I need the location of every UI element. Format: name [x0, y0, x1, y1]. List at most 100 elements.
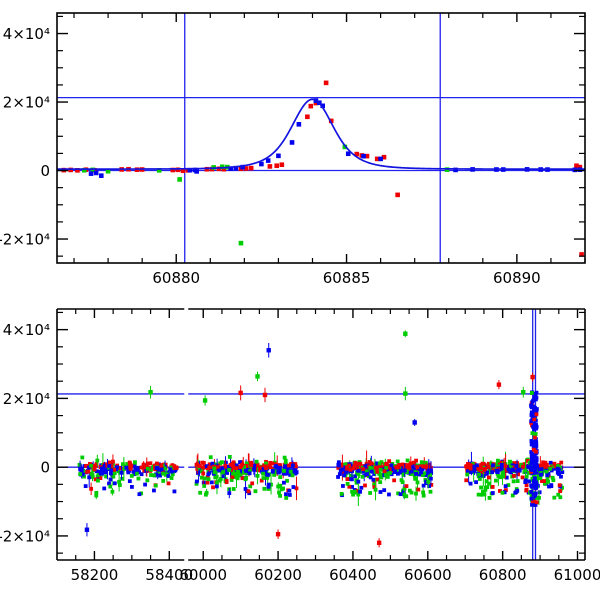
bottom-data-point-blue	[282, 480, 286, 485]
bottom-data-point-blue	[291, 485, 296, 489]
bottom-data-point-green	[395, 459, 400, 464]
bottom-data-point-blue	[425, 470, 430, 475]
bottom-data-point-blue	[368, 475, 373, 480]
top-data-point-red	[354, 151, 360, 157]
bottom-data-point-red	[294, 486, 299, 491]
bottom-data-point-blue	[194, 479, 199, 484]
bottom-data-point-green	[231, 471, 236, 476]
bottom-data-point-red	[224, 466, 229, 471]
bottom-data-point-green	[413, 476, 418, 481]
bottom-data-point-blue	[132, 464, 137, 469]
bottom-data-point-green	[241, 470, 246, 475]
bottom-data-point-green	[278, 493, 282, 498]
top-data-point-blue	[345, 151, 351, 157]
bottom-data-point-red	[540, 479, 544, 483]
top-data-point-red	[328, 118, 334, 124]
bottom-data-point-red	[86, 469, 91, 474]
bottom-data-point-blue	[94, 469, 99, 474]
bottom-data-point-green	[481, 465, 486, 470]
bottom-data-point-blue	[517, 468, 522, 473]
bottom-data-point-blue	[514, 464, 519, 468]
bottom-data-point-green	[110, 489, 115, 494]
bottom-event-point-blue	[534, 390, 539, 395]
bottom-data-point-green	[364, 469, 369, 474]
bottom-data-point-green	[511, 479, 516, 484]
bottom-data-point-blue	[539, 467, 544, 472]
bottom-data-point-green	[354, 478, 359, 483]
bottom-data-point-green	[82, 474, 86, 479]
bottom-event-point-green	[529, 494, 534, 498]
bottom-data-point-green	[399, 478, 404, 482]
bottom-data-point-red	[415, 465, 420, 469]
bottom-data-point-red	[468, 466, 473, 471]
bottom-data-point-green	[477, 472, 481, 477]
bottom-outlier-point-green	[255, 374, 260, 379]
bottom-data-point-green	[255, 473, 260, 478]
bottom-data-point-green	[145, 478, 150, 483]
bottom-data-point-red	[348, 467, 353, 472]
bottom-data-point-red	[107, 460, 112, 465]
bottom-data-point-blue	[468, 481, 473, 486]
bottom-data-point-blue	[224, 468, 228, 473]
bottom-data-point-blue	[227, 491, 232, 495]
bottom-event-point-blue	[534, 426, 538, 431]
bottom-data-point-green	[379, 472, 384, 477]
top-data-point-blue	[240, 164, 245, 170]
bottom-data-point-red	[231, 460, 236, 465]
top-data-point-red	[279, 162, 285, 168]
bottom-data-point-blue	[252, 464, 257, 468]
bottom-data-point-green	[283, 462, 288, 466]
bottom-event-point-blue	[530, 417, 535, 422]
bottom-data-point-green	[407, 488, 412, 493]
bottom-data-point-red	[264, 466, 268, 470]
bottom-event-point-red	[532, 417, 537, 422]
top-data-point-red	[180, 168, 186, 174]
bottom-data-point-blue	[515, 488, 520, 493]
bottom-data-point-green	[199, 469, 204, 474]
bottom-data-point-green	[546, 480, 550, 484]
bottom-data-point-green	[470, 462, 475, 466]
bottom-data-point-blue	[427, 484, 432, 488]
bottom-data-point-green	[476, 492, 481, 497]
bottom-data-point-red	[234, 466, 238, 471]
bottom-data-point-green	[542, 468, 546, 473]
bottom-data-point-green	[412, 469, 417, 474]
bottom-data-point-red	[476, 466, 481, 471]
bottom-data-point-red	[239, 464, 244, 469]
bottom-data-point-green	[170, 472, 175, 477]
top-data-point-blue	[187, 167, 193, 173]
bottom-data-point-green	[496, 458, 500, 463]
bottom-data-point-red	[416, 487, 421, 492]
bottom-data-point-red	[345, 465, 349, 470]
bottom-data-point-green	[552, 495, 557, 500]
bottom-data-point-red	[336, 466, 341, 470]
bottom-data-point-green	[212, 466, 217, 471]
bottom-data-point-blue	[115, 465, 119, 470]
bottom-data-point-green	[248, 484, 253, 489]
bottom-panel-yticklabels: -2×10⁴ 0 2×10⁴ 4×10⁴	[0, 321, 50, 545]
bottom-data-point-blue	[504, 475, 509, 480]
bottom-data-point-blue	[423, 473, 428, 478]
bottom-data-point-green	[121, 462, 125, 467]
bottom-data-point-red	[240, 476, 245, 481]
top-data-point-blue	[88, 171, 94, 176]
bottom-data-point-blue	[510, 467, 515, 472]
bottom-data-point-green	[428, 473, 433, 478]
bottom-event-point-red	[530, 499, 535, 504]
bottom-panel-data	[77, 330, 565, 548]
bottom-data-point-blue	[261, 466, 266, 471]
bottom-data-point-green	[483, 487, 488, 492]
bottom-data-point-red	[521, 464, 525, 469]
bottom-data-point-green	[278, 483, 283, 488]
top-data-point-red	[248, 165, 254, 171]
bottom-data-point-red	[387, 459, 392, 464]
bottom-data-point-blue	[475, 463, 479, 468]
bottom-data-point-green	[356, 492, 361, 497]
bottom-data-point-green	[523, 468, 528, 473]
bottom-data-point-red	[486, 465, 491, 469]
bottom-data-point-green	[277, 490, 281, 495]
bottom-event-point-blue	[531, 479, 536, 484]
bottom-data-point-green	[134, 471, 139, 476]
bottom-data-point-blue	[371, 477, 376, 482]
bottom-data-point-green	[526, 471, 531, 475]
